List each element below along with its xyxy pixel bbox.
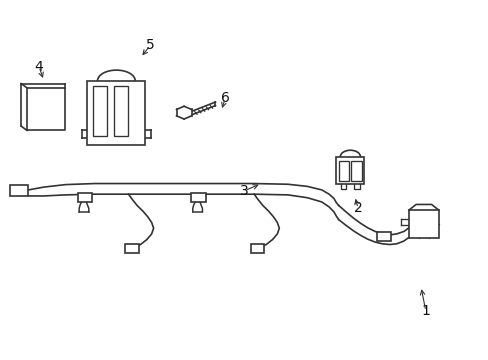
Bar xyxy=(10,185,28,196)
Bar xyxy=(93,86,106,136)
Bar xyxy=(114,86,127,136)
Bar xyxy=(125,244,138,253)
Bar xyxy=(408,210,438,238)
Text: 4: 4 xyxy=(35,59,43,73)
Bar xyxy=(336,157,364,184)
Text: 5: 5 xyxy=(145,38,154,52)
Bar xyxy=(338,161,349,181)
Bar xyxy=(87,81,145,145)
Bar xyxy=(350,161,361,181)
Text: 1: 1 xyxy=(421,304,429,318)
Bar xyxy=(78,193,92,202)
Text: 2: 2 xyxy=(353,201,362,215)
Bar xyxy=(250,244,264,253)
Text: 3: 3 xyxy=(240,184,248,198)
Text: 6: 6 xyxy=(220,91,229,105)
Bar xyxy=(377,232,390,241)
Bar xyxy=(191,193,205,202)
